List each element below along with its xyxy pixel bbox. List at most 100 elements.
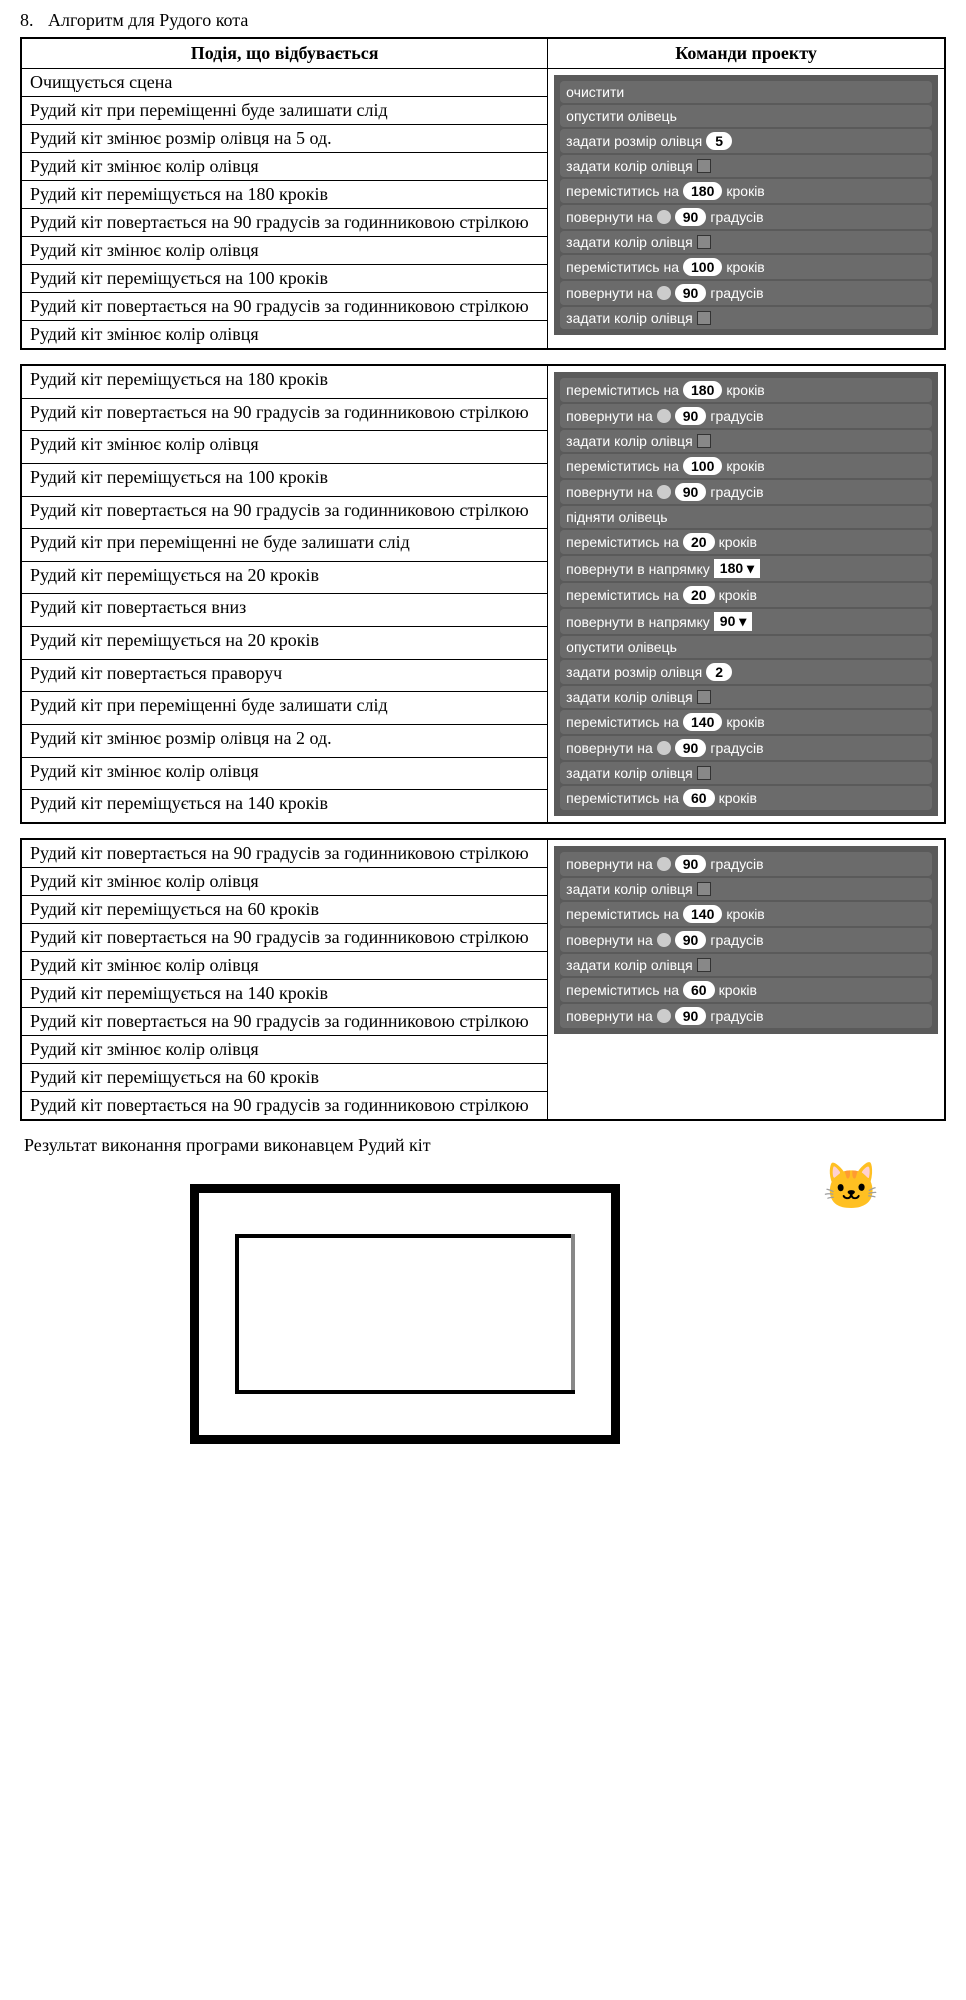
algorithm-table: Рудий кіт переміщується на 180 кроків пер…	[20, 364, 946, 824]
block-suffix: кроків	[719, 587, 757, 603]
block-suffix: градусів	[710, 484, 763, 500]
block-suffix: градусів	[710, 932, 763, 948]
scratch-block: задати колір олівця	[560, 430, 932, 452]
scratch-block: опустити олівець	[560, 636, 932, 658]
table-row: Рудий кіт повертається на 90 градусів за…	[21, 839, 945, 868]
block-label: повернути в напрямку	[566, 614, 710, 630]
block-value: 2	[706, 663, 732, 681]
scratch-block: переміститись на140кроків	[560, 710, 932, 734]
block-label: задати колір олівця	[566, 433, 693, 449]
block-value: 5	[706, 132, 732, 150]
event-cell: Рудий кіт змінює колір олівця	[21, 1036, 548, 1064]
block-label: переміститись на	[566, 259, 679, 275]
block-suffix: кроків	[719, 982, 757, 998]
event-cell: Рудий кіт переміщується на 140 кроків	[21, 980, 548, 1008]
scratch-block: повернути на90градусів	[560, 281, 932, 305]
block-label: переміститись на	[566, 906, 679, 922]
block-label: переміститись на	[566, 790, 679, 806]
event-cell: Рудий кіт переміщується на 180 кроків	[21, 181, 548, 209]
block-dropdown: 180 ▾	[714, 559, 760, 578]
block-suffix: градусів	[710, 1008, 763, 1024]
block-value: 140	[683, 905, 722, 923]
block-label: повернути на	[566, 408, 653, 424]
block-label: повернути на	[566, 740, 653, 756]
block-suffix: кроків	[726, 458, 764, 474]
block-dropdown: 90 ▾	[714, 612, 753, 631]
event-cell: Рудий кіт змінює колір олівця	[21, 431, 548, 464]
event-cell: Рудий кіт переміщується на 180 кроків	[21, 365, 548, 398]
col-header-event: Подія, що відбувається	[21, 38, 548, 69]
event-cell: Рудий кіт переміщується на 60 кроків	[21, 896, 548, 924]
event-cell: Рудий кіт при переміщенні буде залишати …	[21, 692, 548, 725]
block-suffix: градусів	[710, 285, 763, 301]
block-label: повернути на	[566, 932, 653, 948]
tables-container: Подія, що відбуваєтьсяКоманди проектуОчи…	[20, 37, 946, 1121]
scratch-block: задати колір олівця	[560, 878, 932, 900]
block-label: задати колір олівця	[566, 765, 693, 781]
rotate-icon	[657, 933, 671, 947]
event-cell: Рудий кіт переміщується на 20 кроків	[21, 561, 548, 594]
block-label: повернути на	[566, 209, 653, 225]
scratch-block: переміститись на60кроків	[560, 978, 932, 1002]
scratch-block: задати колір олівця	[560, 231, 932, 253]
block-value: 20	[683, 533, 715, 551]
block-value: 90	[675, 483, 707, 501]
scratch-block: задати колір олівця	[560, 954, 932, 976]
event-cell: Рудий кіт змінює колір олівця	[21, 868, 548, 896]
scratch-block: опустити олівець	[560, 105, 932, 127]
block-value: 90	[675, 284, 707, 302]
scratch-block: задати колір олівця	[560, 307, 932, 329]
block-value: 90	[675, 407, 707, 425]
block-label: задати колір олівця	[566, 158, 693, 174]
block-label: переміститись на	[566, 587, 679, 603]
color-swatch	[697, 159, 711, 173]
block-value: 180	[683, 381, 722, 399]
blocks-panel: очистити опустити олівець задати розмір ол…	[554, 75, 938, 335]
scratch-block: повернути на90градусів	[560, 736, 932, 760]
color-swatch	[697, 958, 711, 972]
block-value: 100	[683, 258, 722, 276]
rotate-icon	[657, 741, 671, 755]
block-suffix: градусів	[710, 740, 763, 756]
block-suffix: кроків	[726, 382, 764, 398]
event-cell: Рудий кіт змінює колір олівця	[21, 153, 548, 181]
scratch-block: задати колір олівця	[560, 686, 932, 708]
algorithm-table: Подія, що відбуваєтьсяКоманди проектуОчи…	[20, 37, 946, 350]
rotate-icon	[657, 1009, 671, 1023]
color-swatch	[697, 311, 711, 325]
event-cell: Рудий кіт змінює розмір олівця на 5 од.	[21, 125, 548, 153]
scratch-block: переміститись на60кроків	[560, 786, 932, 810]
block-label: задати колір олівця	[566, 957, 693, 973]
block-value: 90	[675, 1007, 707, 1025]
block-suffix: кроків	[726, 183, 764, 199]
block-suffix: кроків	[726, 259, 764, 275]
event-cell: Рудий кіт повертається на 90 градусів за…	[21, 924, 548, 952]
scratch-block: повернути на90градусів	[560, 205, 932, 229]
block-label: задати колір олівця	[566, 234, 693, 250]
event-cell: Рудий кіт повертається вниз	[21, 594, 548, 627]
block-value: 20	[683, 586, 715, 604]
block-suffix: кроків	[726, 714, 764, 730]
event-cell: Рудий кіт змінює розмір олівця на 2 од.	[21, 724, 548, 757]
block-suffix: кроків	[719, 534, 757, 550]
result-drawing: 🐱	[140, 1164, 840, 1504]
block-label: опустити олівець	[566, 639, 677, 655]
block-label: задати розмір олівця	[566, 664, 702, 680]
block-value: 60	[683, 789, 715, 807]
scratch-block: переміститись на180кроків	[560, 378, 932, 402]
event-cell: Рудий кіт переміщується на 100 кроків	[21, 463, 548, 496]
scratch-block: повернути на90градусів	[560, 480, 932, 504]
scratch-block: задати розмір олівця2	[560, 660, 932, 684]
block-label: очистити	[566, 84, 624, 100]
block-suffix: градусів	[710, 408, 763, 424]
event-cell: Рудий кіт при переміщенні не буде залиша…	[21, 529, 548, 562]
event-cell: Рудий кіт переміщується на 100 кроків	[21, 265, 548, 293]
block-value: 140	[683, 713, 722, 731]
event-cell: Рудий кіт переміщується на 20 кроків	[21, 627, 548, 660]
event-cell: Рудий кіт переміщується на 140 кроків	[21, 790, 548, 823]
block-label: переміститись на	[566, 183, 679, 199]
page-title: Алгоритм для Рудого кота	[48, 10, 248, 30]
block-label: задати розмір олівця	[566, 133, 702, 149]
event-cell: Очищується сцена	[21, 69, 548, 97]
event-cell: Рудий кіт повертається праворуч	[21, 659, 548, 692]
